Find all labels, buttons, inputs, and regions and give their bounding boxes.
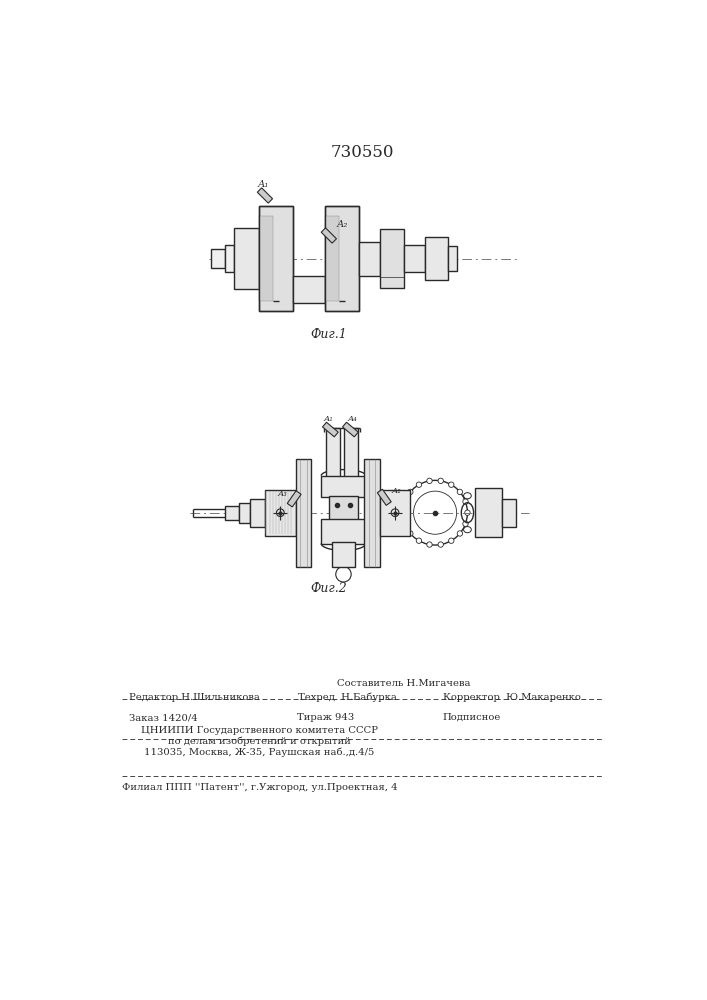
Bar — [329, 496, 358, 520]
Bar — [425, 237, 448, 280]
Bar — [359, 242, 380, 276]
Polygon shape — [378, 489, 391, 505]
Bar — [404, 245, 425, 272]
Text: по делам изобретений и открытий: по делам изобретений и открытий — [168, 737, 351, 746]
Circle shape — [438, 478, 443, 484]
Bar — [344, 428, 358, 478]
Text: Техред  Н.Бабурка: Техред Н.Бабурка — [298, 693, 397, 702]
Circle shape — [408, 531, 413, 536]
Circle shape — [463, 499, 468, 504]
Circle shape — [427, 478, 432, 484]
Circle shape — [457, 489, 462, 495]
Text: Фиг.2: Фиг.2 — [310, 582, 347, 595]
Circle shape — [400, 510, 405, 515]
Circle shape — [463, 521, 468, 526]
Text: Редактор Н.Шильникова: Редактор Н.Шильникова — [129, 693, 259, 702]
Bar — [326, 428, 339, 478]
Bar — [234, 228, 259, 289]
Text: Подписное: Подписное — [443, 713, 501, 722]
Circle shape — [402, 521, 407, 526]
Text: Заказ 1420/4: Заказ 1420/4 — [129, 713, 197, 722]
Bar — [475, 488, 502, 537]
Bar — [448, 246, 457, 271]
Bar — [321, 476, 366, 497]
Polygon shape — [287, 491, 301, 507]
Text: Фиг.1: Фиг.1 — [310, 328, 347, 341]
Text: А₃: А₃ — [277, 490, 287, 498]
Bar — [211, 249, 225, 268]
Text: Филиал ППП ''Патент'', г.Ужгород, ул.Проектная, 4: Филиал ППП ''Патент'', г.Ужгород, ул.Про… — [122, 783, 397, 792]
Circle shape — [448, 482, 454, 487]
Bar — [325, 216, 339, 301]
Polygon shape — [321, 228, 337, 243]
Polygon shape — [257, 188, 273, 203]
Bar — [502, 499, 516, 527]
Circle shape — [416, 482, 421, 487]
Circle shape — [408, 489, 413, 495]
Text: 730550: 730550 — [330, 144, 394, 161]
Bar — [380, 490, 411, 536]
Text: 113035, Москва, Ж-35, Раушская наб.,д.4/5: 113035, Москва, Ж-35, Раушская наб.,д.4/… — [144, 747, 375, 757]
Bar — [296, 459, 311, 567]
Text: А₁: А₁ — [324, 415, 334, 423]
Bar — [293, 276, 325, 303]
Bar — [225, 245, 234, 272]
Text: Корректор  Ю.Макаренко: Корректор Ю.Макаренко — [443, 693, 580, 702]
Bar — [380, 229, 404, 288]
Text: А₂: А₂ — [392, 487, 402, 495]
Polygon shape — [322, 422, 338, 437]
Text: Тираж 943: Тираж 943 — [296, 713, 354, 722]
Bar — [259, 216, 273, 301]
Bar — [325, 206, 359, 311]
Text: А₄: А₄ — [347, 415, 357, 423]
Circle shape — [464, 510, 470, 515]
Bar — [225, 506, 239, 520]
Text: Составитель Н.Мигачева: Составитель Н.Мигачева — [337, 679, 470, 688]
Bar — [265, 490, 296, 536]
Text: А₁: А₁ — [258, 180, 269, 189]
Circle shape — [402, 499, 407, 504]
Bar — [259, 206, 293, 311]
Polygon shape — [342, 422, 358, 437]
Bar — [332, 542, 355, 567]
Circle shape — [457, 531, 462, 536]
Bar — [250, 499, 265, 527]
Circle shape — [416, 538, 421, 543]
Text: А₂: А₂ — [337, 220, 349, 229]
Bar — [321, 519, 366, 544]
Circle shape — [427, 542, 432, 547]
Circle shape — [448, 538, 454, 543]
Bar — [239, 503, 250, 523]
Text: ЦНИИПИ Государственного комитета СССР: ЦНИИПИ Государственного комитета СССР — [141, 726, 378, 735]
Circle shape — [438, 542, 443, 547]
Bar — [364, 459, 380, 567]
